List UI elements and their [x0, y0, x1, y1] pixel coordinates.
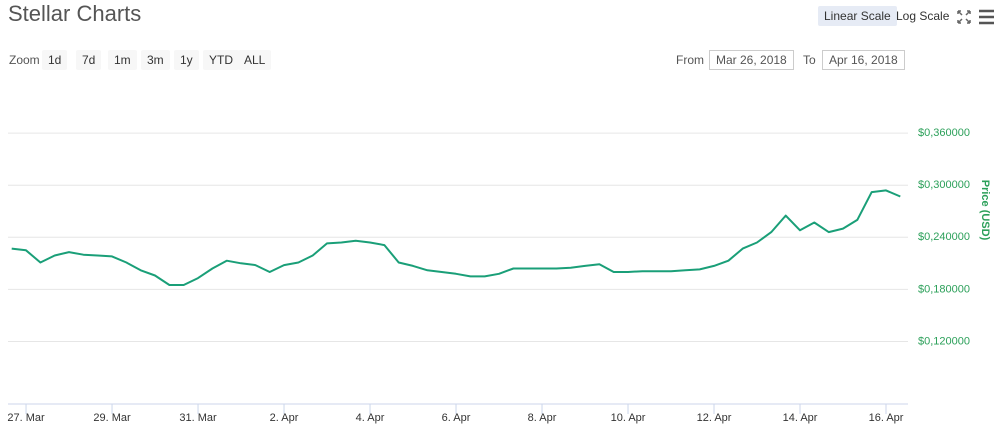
chart-title: Stellar Charts	[8, 1, 141, 26]
range-button[interactable]: ALL	[238, 50, 272, 70]
x-tick-label: 2. Apr	[270, 412, 299, 424]
range-button[interactable]: 3m	[141, 50, 170, 70]
from-input[interactable]: Mar 26, 2018	[709, 50, 794, 70]
y-tick-label: $0,300000	[918, 179, 970, 191]
x-tick-label: 31. Mar	[179, 412, 217, 424]
y-tick-label: $0,360000	[918, 127, 970, 139]
range-button[interactable]: 7d	[76, 50, 102, 70]
x-tick-label: 16. Apr	[869, 412, 904, 424]
price-line	[11, 189, 901, 286]
fullscreen-icon[interactable]	[957, 10, 971, 24]
x-tick-label: 29. Mar	[93, 412, 131, 424]
from-label: From	[676, 53, 704, 67]
x-tick-label: 10. Apr	[611, 412, 646, 424]
scale-button[interactable]: Log Scale	[896, 9, 950, 23]
x-tick-label: 14. Apr	[783, 412, 818, 424]
range-button[interactable]: 1m	[108, 50, 137, 70]
x-tick-label: 8. Apr	[528, 412, 557, 424]
x-tick-label: 12. Apr	[697, 412, 732, 424]
y-tick-label: $0,120000	[918, 335, 970, 347]
menu-icon[interactable]	[979, 9, 994, 25]
y-axis-title: Price (USD)	[979, 180, 991, 241]
y-tick-label: $0,240000	[918, 231, 970, 243]
range-button[interactable]: 1d	[42, 50, 68, 70]
x-tick-label: 27. Mar	[7, 412, 45, 424]
scale-button[interactable]: Linear Scale	[818, 6, 897, 26]
range-button[interactable]: YTD	[203, 50, 239, 70]
to-label: To	[803, 53, 816, 67]
to-input[interactable]: Apr 16, 2018	[822, 50, 905, 70]
range-button[interactable]: 1y	[174, 50, 199, 70]
x-tick-label: 6. Apr	[442, 412, 471, 424]
y-tick-label: $0,180000	[918, 283, 970, 295]
x-tick-label: 4. Apr	[356, 412, 385, 424]
zoom-label: Zoom	[9, 53, 40, 67]
